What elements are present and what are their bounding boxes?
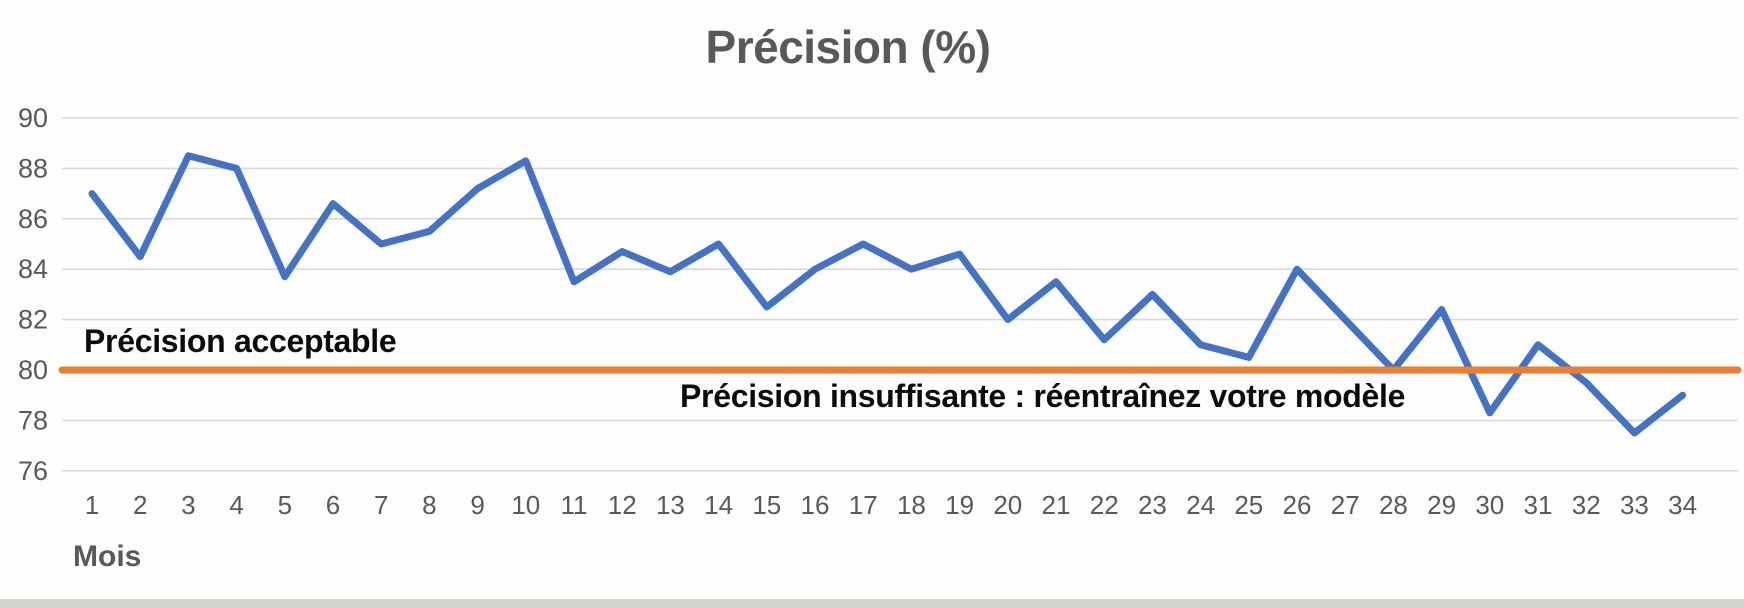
x-tick-label: 2	[133, 490, 147, 520]
x-tick-label: 24	[1186, 490, 1215, 520]
x-tick-label: 7	[374, 490, 388, 520]
x-tick-label: 33	[1620, 490, 1649, 520]
x-tick-label: 13	[656, 490, 685, 520]
x-tick-label: 17	[849, 490, 878, 520]
x-tick-label: 29	[1427, 490, 1456, 520]
y-tick-label: 78	[18, 405, 48, 435]
x-tick-label: 30	[1475, 490, 1504, 520]
x-tick-label: 34	[1668, 490, 1697, 520]
y-tick-label: 88	[18, 153, 48, 183]
y-tick-label: 76	[18, 456, 48, 486]
x-tick-label: 12	[608, 490, 637, 520]
y-tick-label: 90	[18, 103, 48, 133]
x-tick-label: 4	[229, 490, 243, 520]
x-tick-label: 10	[511, 490, 540, 520]
x-tick-label: 26	[1283, 490, 1312, 520]
x-tick-label: 15	[752, 490, 781, 520]
x-tick-label: 8	[422, 490, 436, 520]
x-tick-label: 27	[1331, 490, 1360, 520]
x-tick-label: 20	[993, 490, 1022, 520]
y-tick-label: 82	[18, 305, 48, 335]
x-tick-label: 21	[1042, 490, 1071, 520]
x-tick-label: 18	[897, 490, 926, 520]
x-tick-label: 23	[1138, 490, 1167, 520]
x-tick-label: 25	[1234, 490, 1263, 520]
x-tick-label: 1	[85, 490, 99, 520]
x-tick-label: 6	[326, 490, 340, 520]
x-tick-label: 28	[1379, 490, 1408, 520]
annotation-insufficient: Précision insuffisante : réentraînez vot…	[680, 378, 1406, 414]
x-tick-label: 5	[278, 490, 292, 520]
bottom-edge-strip	[0, 599, 1744, 608]
y-tick-label: 86	[18, 204, 48, 234]
x-tick-label: 9	[470, 490, 484, 520]
chart-title: Précision (%)	[705, 21, 991, 73]
x-tick-label: 32	[1572, 490, 1601, 520]
x-tick-label: 31	[1524, 490, 1553, 520]
y-tick-label: 84	[18, 254, 48, 284]
annotation-acceptable: Précision acceptable	[84, 323, 397, 359]
x-tick-label: 11	[561, 490, 588, 520]
x-tick-label: 22	[1090, 490, 1119, 520]
x-tick-label: 14	[704, 490, 733, 520]
x-axis-title: Mois	[73, 540, 142, 573]
x-tick-label: 16	[801, 490, 830, 520]
precision-series-line	[88, 152, 1687, 437]
x-tick-label: 3	[181, 490, 195, 520]
x-tick-label: 19	[945, 490, 974, 520]
y-tick-label: 80	[18, 355, 48, 385]
